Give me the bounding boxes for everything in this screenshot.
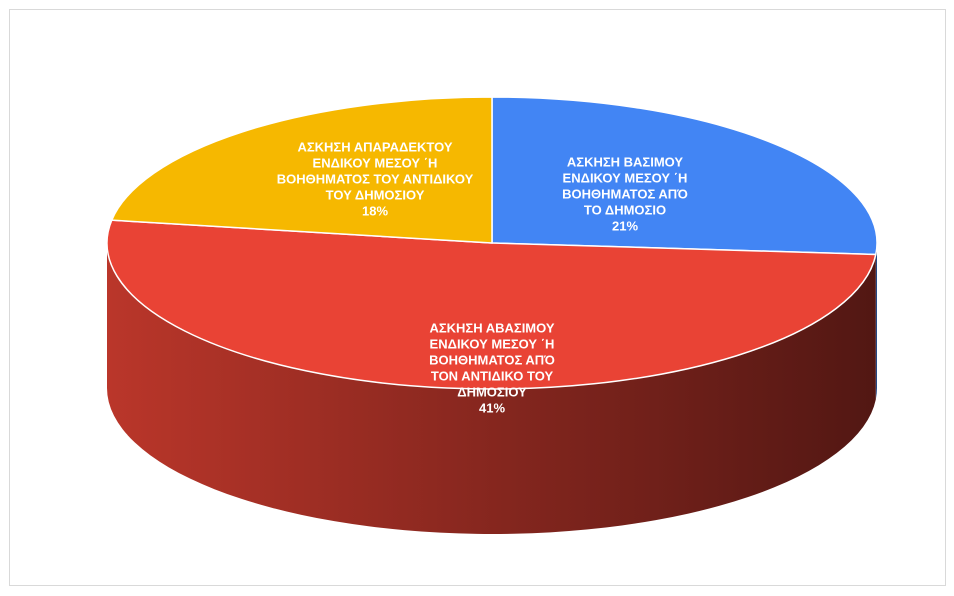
slice-side — [106, 243, 876, 535]
value-label: 21% — [612, 218, 638, 233]
slice-label: ΒΟΗΘΗΜΑΤΟΣ ΑΠΌ — [562, 186, 688, 201]
slice-label: ΕΝΔΙΚΟΥ ΜΕΣΟΥ ΄Η — [563, 170, 688, 185]
slice — [106, 219, 877, 390]
slice-label: ΤΟΥ ΔΗΜΟΣΙΟΥ — [326, 187, 425, 202]
slice-label: ΤΟΝ ΑΝΤΙΔΙΚΟ ΤΟΥ — [431, 368, 554, 383]
slice-label: ΤΟ ΔΗΜΟΣΙΟ — [584, 202, 666, 217]
value-label: 18% — [362, 203, 388, 218]
slice-label: ΕΝΔΙΚΟΥ ΜΕΣΟΥ ΄Η — [430, 336, 555, 351]
slice-label: ΑΣΚΗΣΗ ΒΑΣΙΜΟΥ — [567, 154, 684, 169]
slice — [110, 96, 493, 244]
slice-label: ΑΣΚΗΣΗ ΑΠΑΡΑΔΕΚΤΟΥ — [297, 139, 452, 154]
slice-label: ΒΟΗΘΗΜΑΤΟΣ ΤΟΥ ΑΝΤΙΔΙΚΟΥ — [277, 171, 474, 186]
slice — [491, 96, 878, 256]
slice-label: ΒΟΗΘΗΜΑΤΟΣ ΑΠΌ — [429, 352, 555, 367]
slice-label: ΔΗΜΟΣΙΟΥ — [457, 384, 527, 399]
value-label: 41% — [479, 400, 505, 415]
slice-label: ΑΣΚΗΣΗ ΑΒΑΣΙΜΟΥ — [429, 320, 554, 335]
slice-side — [875, 243, 877, 400]
slice-label: ΕΝΔΙΚΟΥ ΜΕΣΟΥ ΄Η — [313, 155, 438, 170]
